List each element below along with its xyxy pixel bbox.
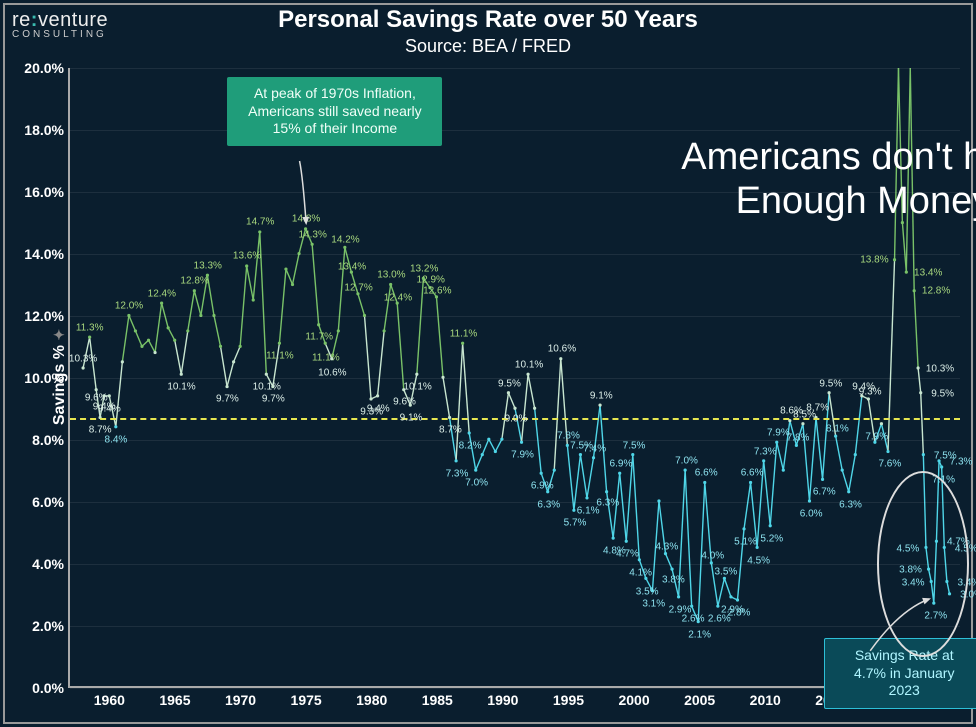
x-tick-label: 1985: [422, 686, 453, 708]
y-tick-label: 14.0%: [24, 246, 70, 262]
y-tick-label: 12.0%: [24, 308, 70, 324]
y-tick-label: 18.0%: [24, 122, 70, 138]
x-tick-label: 1975: [291, 686, 322, 708]
y-tick-label: 6.0%: [32, 494, 70, 510]
x-tick-label: 1980: [356, 686, 387, 708]
emphasis-circle: [877, 471, 969, 657]
chart-subtitle: Source: BEA / FRED: [0, 36, 976, 57]
x-tick-label: 1960: [94, 686, 125, 708]
x-tick-label: 2000: [618, 686, 649, 708]
chart-title: Personal Savings Rate over 50 Years: [0, 6, 976, 34]
y-tick-label: 16.0%: [24, 184, 70, 200]
x-tick-label: 2005: [684, 686, 715, 708]
x-tick-label: 1965: [159, 686, 190, 708]
y-tick-label: 2.0%: [32, 618, 70, 634]
x-tick-label: 2010: [750, 686, 781, 708]
y-tick-label: 10.0%: [24, 370, 70, 386]
x-tick-label: 1995: [553, 686, 584, 708]
x-tick-label: 1970: [225, 686, 256, 708]
title-block: Personal Savings Rate over 50 Years Sour…: [0, 6, 976, 57]
y-tick-label: 4.0%: [32, 556, 70, 572]
y-tick-label: 0.0%: [32, 680, 70, 696]
plot-area: Savings % ✦ 0.0%2.0%4.0%6.0%8.0%10.0%12.…: [68, 68, 960, 688]
y-tick-label: 20.0%: [24, 60, 70, 76]
x-tick-label: 1990: [487, 686, 518, 708]
y-tick-label: 8.0%: [32, 432, 70, 448]
